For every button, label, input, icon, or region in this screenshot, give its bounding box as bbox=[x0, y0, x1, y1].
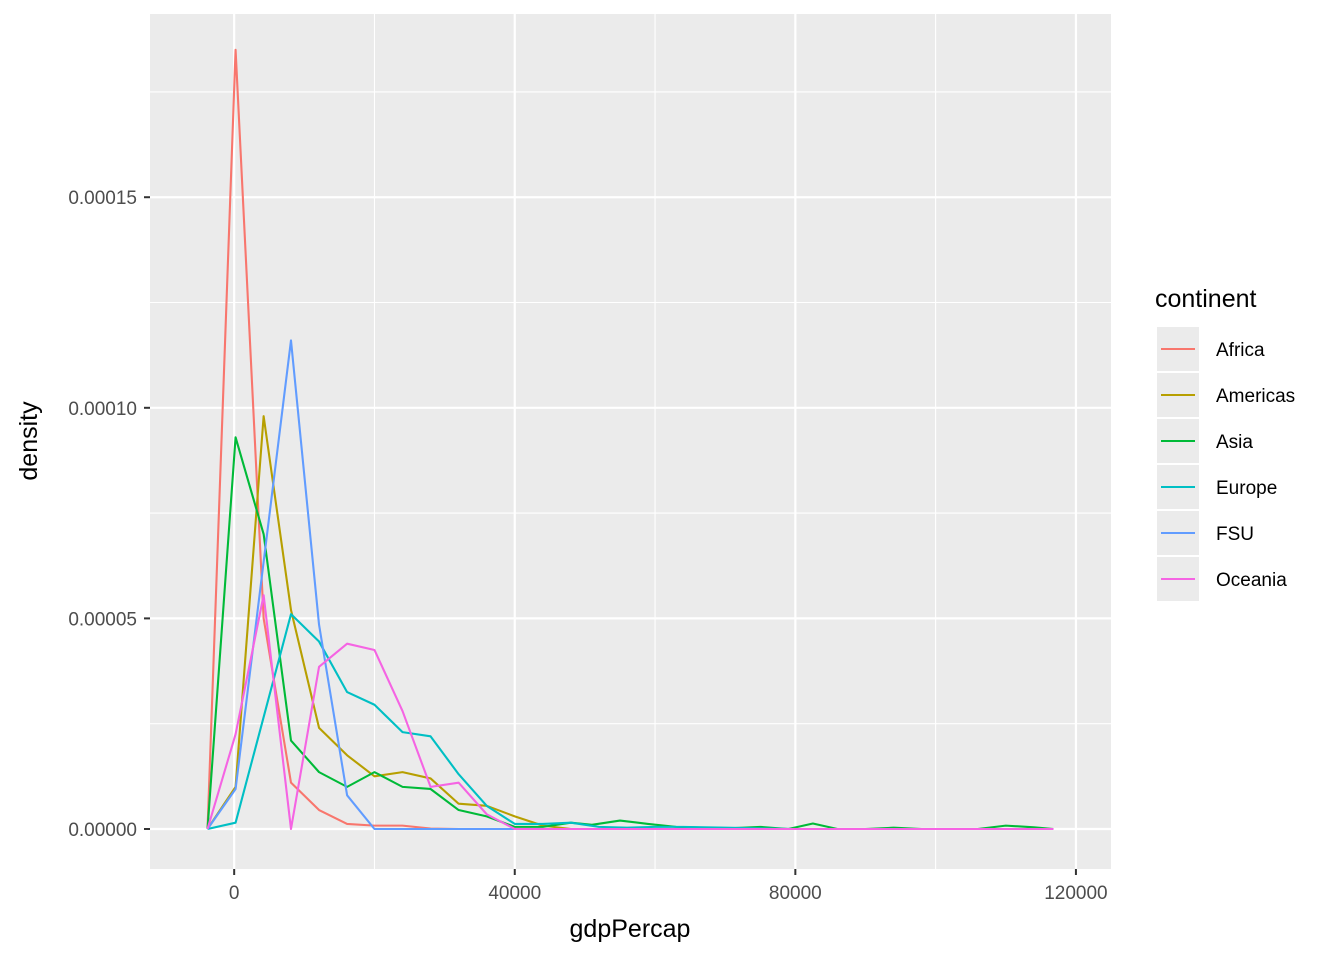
x-tick-label: 80000 bbox=[769, 883, 822, 904]
series-line-oceania bbox=[206, 594, 1054, 831]
series-lines bbox=[206, 48, 1054, 831]
panel-background bbox=[150, 14, 1111, 869]
y-tick-label: 0.00010 bbox=[68, 399, 137, 420]
major-gridlines bbox=[150, 14, 1111, 869]
legend-title: continent bbox=[1155, 285, 1257, 313]
y-axis-title: density bbox=[15, 401, 43, 481]
legend-label: Asia bbox=[1216, 432, 1253, 453]
legend-label: FSU bbox=[1216, 524, 1254, 545]
x-axis: 0 40000 80000 120000 bbox=[229, 869, 1108, 904]
y-tick-label: 0.00005 bbox=[68, 609, 137, 630]
legend-label: Africa bbox=[1216, 340, 1265, 361]
legend-label: Americas bbox=[1216, 386, 1295, 407]
x-tick-label: 0 bbox=[229, 883, 240, 904]
y-tick-label: 0.00000 bbox=[68, 820, 137, 841]
series-line-fsu bbox=[206, 339, 1054, 831]
legend: continent Africa Americas Asia Europe FSU Oce… bbox=[1155, 285, 1295, 601]
legend-label: Oceania bbox=[1216, 570, 1287, 591]
legend-label: Europe bbox=[1216, 478, 1277, 499]
y-tick-label: 0.00015 bbox=[68, 188, 137, 209]
y-axis: 0.00000 0.00005 0.00010 0.00015 bbox=[68, 188, 150, 841]
x-tick-label: 40000 bbox=[488, 883, 541, 904]
x-tick-label: 120000 bbox=[1044, 883, 1107, 904]
x-axis-title: gdpPercap bbox=[570, 915, 691, 943]
